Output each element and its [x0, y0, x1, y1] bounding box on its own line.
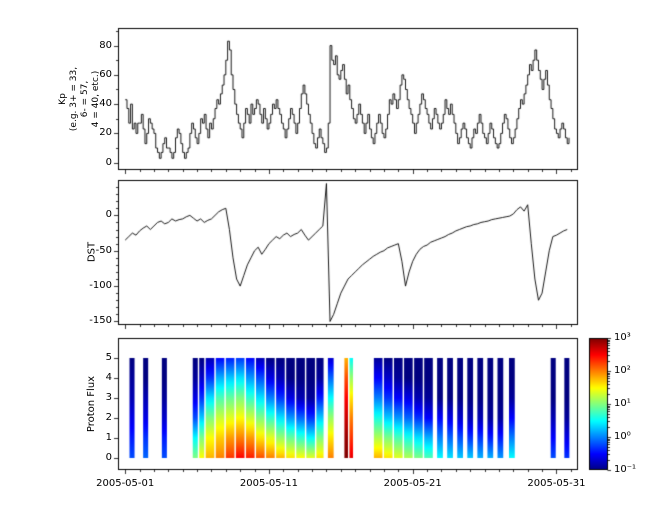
- kp-axis-label: Kp (e.g. 3+ = 33, 6- = 57, 4 = 40, etc.): [58, 28, 102, 170]
- kp-axis-label-line: (e.g. 3+ = 33,: [69, 66, 79, 132]
- kp-axis-label-line: Kp: [58, 93, 68, 105]
- kp-axis-label-line: 4 = 40, etc.): [91, 70, 101, 128]
- dst-axis-label: DST: [86, 241, 98, 263]
- kp-axis-label-line: 6- = 57,: [80, 80, 90, 118]
- proton-flux-axis-label: Proton Flux: [86, 375, 97, 433]
